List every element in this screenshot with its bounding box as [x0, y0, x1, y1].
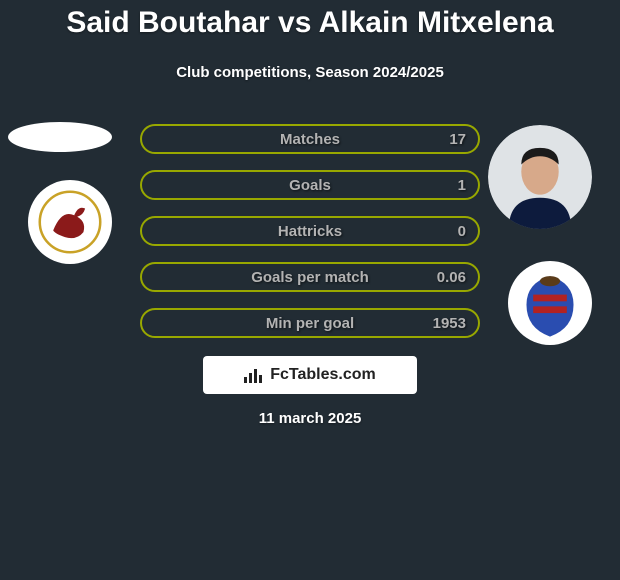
left-club-badge — [28, 180, 112, 264]
stat-pill — [140, 308, 480, 338]
stat-pill — [140, 124, 480, 154]
date-text: 11 march 2025 — [0, 410, 620, 427]
page-title: Said Boutahar vs Alkain Mitxelena — [0, 6, 620, 40]
player-avatar-icon — [488, 125, 592, 229]
stat-pill — [140, 170, 480, 200]
stat-pill — [140, 216, 480, 246]
club-badge-icon — [28, 180, 112, 264]
stat-row: Goals per match0.06 — [140, 262, 480, 292]
stat-row: Min per goal1953 — [140, 308, 480, 338]
page-subtitle: Club competitions, Season 2024/2025 — [0, 64, 620, 81]
watermark-chart-icon — [244, 367, 264, 383]
left-player-avatar-placeholder — [8, 122, 112, 152]
right-player-avatar — [488, 125, 592, 229]
watermark: FcTables.com — [203, 356, 417, 394]
stat-row: Hattricks0 — [140, 216, 480, 246]
right-club-badge — [508, 261, 592, 345]
stat-row: Goals1 — [140, 170, 480, 200]
comparison-card: Said Boutahar vs Alkain Mitxelena Club c… — [0, 0, 620, 580]
stat-pill — [140, 262, 480, 292]
club-badge-icon — [508, 261, 592, 345]
watermark-text: FcTables.com — [270, 366, 376, 384]
stat-row: Matches17 — [140, 124, 480, 154]
stat-rows: Matches17 Goals1 Hattricks0 Goals per match… — [140, 124, 480, 354]
